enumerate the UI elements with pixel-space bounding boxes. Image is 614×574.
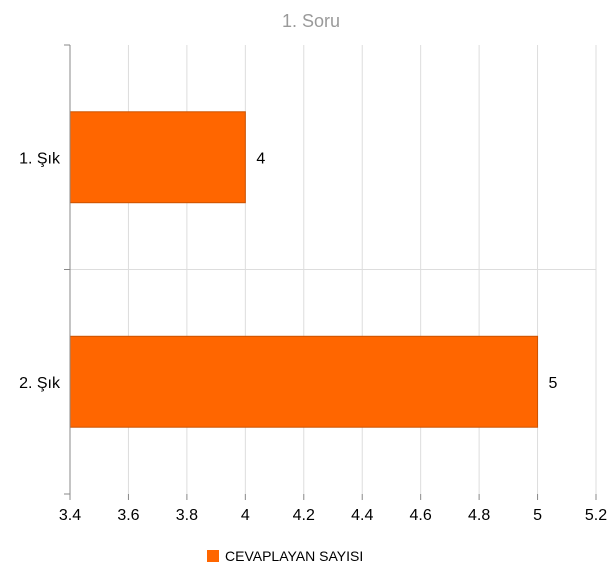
legend-swatch (207, 550, 219, 562)
x-tick-label: 4.2 (293, 507, 315, 524)
data-label: 5 (549, 375, 558, 392)
x-tick-label: 3.6 (117, 507, 139, 524)
chart-title: 1. Soru (282, 11, 340, 31)
data-label: 4 (256, 150, 265, 167)
x-tick-label: 4.6 (410, 507, 432, 524)
bar[interactable] (69, 335, 539, 428)
x-tick-label: 3.4 (59, 507, 81, 524)
x-tick-label: 3.8 (176, 507, 198, 524)
category-label: 2. Şık (19, 375, 61, 392)
x-tick-label: 5.2 (585, 507, 607, 524)
category-label: 1. Şık (19, 150, 61, 167)
x-tick-label: 4.8 (468, 507, 490, 524)
legend-label: CEVAPLAYAN SAYISI (225, 548, 363, 564)
labels: 3.4 3.6 3.8 4 4.2 4.4 4.6 4.8 5 5.2 1. Şık 4 2. Şık 5 (19, 150, 607, 524)
legend[interactable]: CEVAPLAYAN SAYISI (207, 548, 363, 564)
x-tick-label: 4.4 (351, 507, 373, 524)
bars (69, 111, 539, 428)
bar[interactable] (69, 111, 246, 204)
axes (64, 44, 597, 500)
x-tick-label: 4 (241, 507, 250, 524)
x-tick-label: 5 (533, 507, 542, 524)
